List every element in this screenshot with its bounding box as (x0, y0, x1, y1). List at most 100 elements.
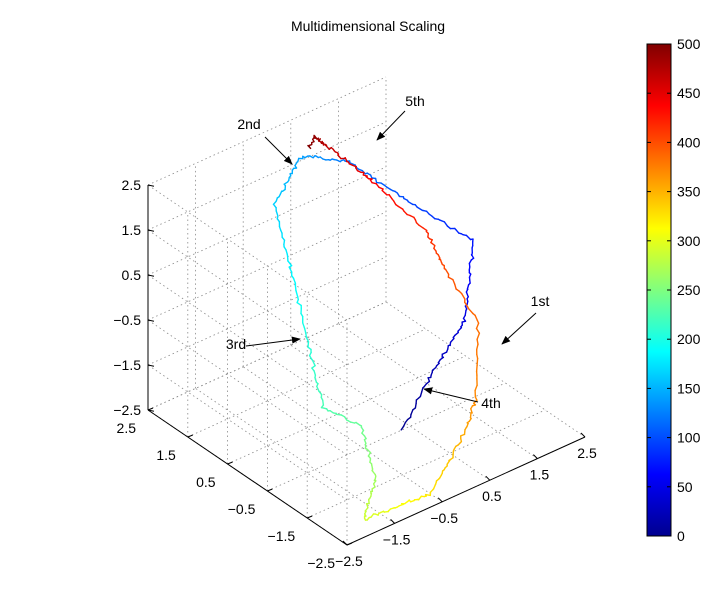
trajectory-segment (366, 448, 372, 454)
trajectory-segment (469, 412, 472, 419)
colorbar-tick-label: 150 (677, 380, 701, 396)
trajectory-segment (380, 182, 386, 187)
y-axis-line (147, 409, 348, 546)
annotation-label: 3rd (226, 336, 246, 352)
annotation-arrow (376, 110, 406, 141)
z-tick-label: 2.5 (122, 177, 142, 193)
z-tick-mark (147, 364, 155, 367)
trajectory-segment (381, 189, 388, 196)
z-tick-mark (147, 409, 155, 412)
trajectory-segment (475, 364, 478, 373)
trajectory-segment (432, 483, 437, 490)
x-tick-label: 1.5 (530, 467, 550, 483)
x-tick-mark (580, 432, 586, 438)
trajectory-segment (448, 457, 454, 462)
z-tick-label: 0.5 (122, 267, 142, 283)
x-tick-mark (342, 540, 348, 546)
trajectory-segment (307, 341, 310, 348)
trajectory-segment (402, 421, 407, 427)
trajectory-segment (371, 469, 376, 476)
trajectory-segment (417, 495, 422, 501)
grid-line (147, 211, 387, 321)
z-tick-label: −2.5 (113, 402, 141, 418)
x-tick-mark (390, 519, 395, 524)
y-axis-ticks: 2.5 1.5 0.5 −0.5 −1.5 −2.5 (117, 407, 353, 571)
x-tick-mark (437, 497, 443, 503)
trajectory-segment (313, 370, 317, 376)
trajectory-segment (355, 421, 361, 426)
colorbar: 0 50 100 150 200 250 300 350 400 450 500 (646, 36, 701, 544)
y-tick-mark (346, 542, 353, 546)
axes-frame (147, 185, 586, 546)
trajectory-segment (314, 377, 318, 383)
trajectory-segment (302, 322, 305, 328)
trajectory-segment (410, 409, 414, 416)
x-tick-label: −2.5 (335, 553, 363, 569)
trajectory-segment (476, 357, 479, 366)
grid-line (147, 229, 348, 366)
colorbar-tick-label: 400 (677, 134, 701, 150)
trajectory-segment (296, 301, 302, 307)
trajectory-segment (457, 326, 463, 332)
grid-line (147, 166, 387, 276)
y-tick-mark (187, 434, 193, 438)
trajectory-segment (418, 224, 424, 229)
trajectory-segment (403, 210, 408, 216)
trajectory-segment (476, 338, 479, 345)
colorbar-tick-label: 500 (677, 36, 701, 52)
trajectory-segment (474, 384, 478, 392)
trajectory-segment (335, 413, 343, 416)
colorbar-tick-label: 350 (677, 184, 701, 200)
colorbar-ticks: 0 50 100 150 200 250 300 350 400 450 500 (647, 36, 701, 544)
trajectory-segment (441, 351, 448, 355)
colorbar-tick-label: 200 (677, 331, 701, 347)
trajectory-segment (414, 402, 417, 409)
trajectory-segment (375, 182, 380, 189)
trajectory-segment (378, 186, 384, 190)
trajectory-segment (388, 194, 393, 200)
grid-line (267, 382, 506, 492)
annotation-label: 1st (531, 293, 550, 309)
trajectory-segment (318, 390, 323, 396)
z-tick-label: −0.5 (113, 312, 141, 328)
trajectory-segment (470, 408, 473, 414)
trajectory-segment (467, 308, 474, 315)
trajectory-segment (322, 399, 325, 406)
trajectory-segment (455, 229, 460, 234)
trajectory-segment (285, 249, 288, 256)
trajectory-segment (292, 277, 297, 284)
trajectory-segment (465, 234, 472, 241)
trajectory-segment (294, 161, 298, 167)
z-tick-mark (147, 184, 155, 187)
trajectory-segment (320, 406, 328, 410)
trajectory-segment (454, 283, 457, 290)
trajectory-segment (287, 260, 293, 267)
x-axis-line (346, 436, 586, 546)
trajectory-segment (464, 301, 469, 308)
annotation-arrow (264, 136, 293, 165)
y-tick-label: 2.5 (117, 420, 137, 436)
z-axis-ticks: 2.5 1.5 0.5 −0.5 −1.5 −2.5 (113, 177, 155, 418)
trajectory-segment (294, 284, 297, 291)
y-tick-label: −0.5 (228, 501, 256, 517)
trajectory-segment (443, 221, 449, 227)
grid-line (147, 76, 387, 186)
grid-line (307, 409, 546, 519)
x-tick-label: 0.5 (482, 488, 502, 504)
z-tick-label: −1.5 (113, 357, 141, 373)
trajectory-segment (337, 154, 342, 160)
grid-line (147, 301, 387, 411)
z-tick-mark (147, 274, 155, 277)
trajectory-segment (397, 205, 404, 210)
grid-line (147, 274, 348, 411)
trajectory-segment (475, 327, 481, 334)
trajectory-segment (454, 331, 459, 337)
trajectory-segment (476, 343, 479, 351)
trajectory-segment (475, 322, 480, 330)
trajectory-segment (431, 366, 437, 371)
annotation-label: 5th (405, 93, 424, 109)
trajectory-segment (311, 359, 316, 367)
trajectory-segment (461, 292, 466, 300)
trajectory-segment (424, 493, 431, 497)
z-tick-mark (147, 319, 155, 322)
